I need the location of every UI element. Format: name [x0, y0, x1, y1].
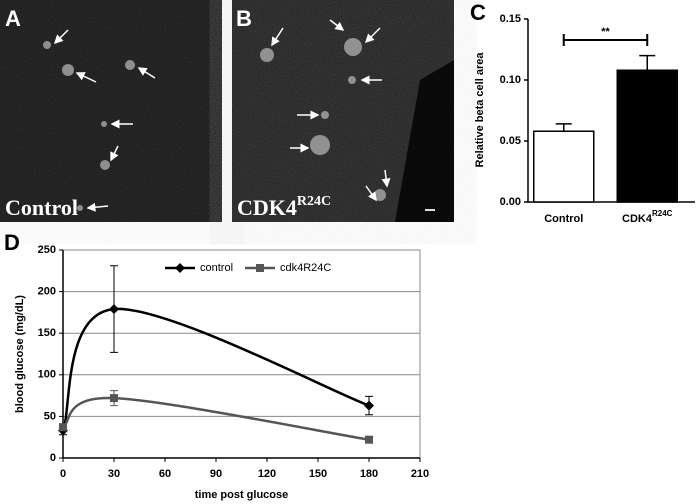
x-axis-title: time post glucose: [195, 489, 289, 501]
significance: **: [601, 26, 610, 38]
marker: [256, 264, 264, 272]
panel-label: C: [470, 0, 486, 25]
x-tick-label: CDK4R24C: [622, 209, 673, 225]
y-axis-title: Relative beta cell area: [474, 52, 486, 168]
y-tick-label: 100: [38, 369, 56, 381]
caption-sup: R24C: [297, 194, 331, 209]
category-sup: R24C: [652, 209, 673, 218]
plot-frame: [62, 249, 421, 459]
y-tick-label: 200: [38, 286, 56, 298]
marker: [109, 304, 119, 315]
legend-label: control: [200, 262, 233, 274]
micrograph-b: [232, 0, 454, 222]
marker: [365, 435, 373, 444]
bar: [616, 69, 678, 203]
panel-label: D: [4, 230, 20, 255]
series-line: [61, 307, 370, 432]
panel-label: A: [5, 6, 21, 31]
y-tick-label: 0.05: [500, 135, 521, 147]
panel-label: B: [236, 6, 252, 31]
significance-bracket: [562, 34, 649, 46]
marker: [110, 394, 118, 403]
x-tick-label: Control: [544, 213, 583, 225]
y-tick-label: 150: [38, 327, 56, 339]
x-tick-label: 180: [360, 468, 378, 480]
x-tick-label: 210: [411, 468, 429, 480]
y-tick-label: 0: [50, 452, 56, 464]
caption: Control: [5, 195, 78, 220]
category: CDK4: [622, 213, 653, 225]
y-tick-label: 0.15: [500, 13, 521, 25]
y-tick-label: 250: [38, 244, 56, 256]
marker: [59, 423, 67, 432]
x-tick-label: 60: [159, 468, 171, 480]
y-tick-label: 0.00: [500, 196, 521, 208]
marker: [364, 400, 374, 411]
caption: CDK4R24C: [237, 194, 331, 220]
series-line: [62, 396, 370, 441]
x-tick-label: 150: [309, 468, 327, 480]
caption-text: CDK4: [237, 195, 297, 220]
category: Control: [544, 213, 583, 225]
x-tick-label: 90: [210, 468, 222, 480]
x-tick-label: 30: [108, 468, 120, 480]
y-tick-label: 0.10: [500, 74, 521, 86]
bar: [533, 130, 595, 203]
legend-label: cdk4R24C: [280, 262, 331, 274]
marker: [175, 263, 185, 273]
y-tick-label: 50: [44, 410, 56, 422]
y-axis-title: blood glucose (mg/dL): [14, 295, 26, 413]
x-tick-label: 0: [60, 468, 66, 480]
micrograph-a: [0, 0, 222, 222]
x-tick-label: 120: [258, 468, 276, 480]
